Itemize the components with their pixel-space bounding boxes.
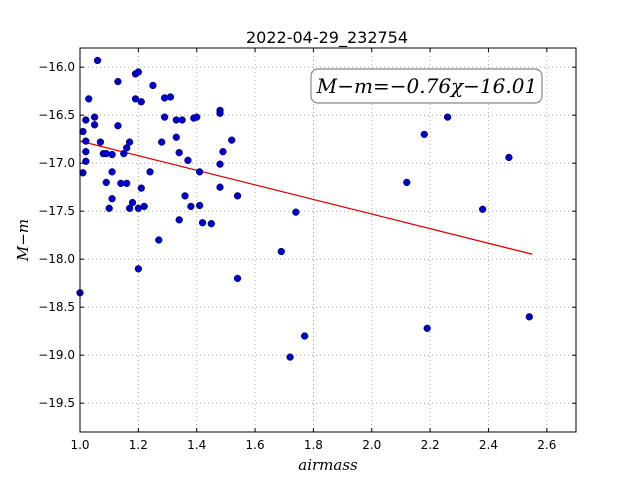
data-point bbox=[216, 183, 224, 191]
x-tick-label: 2.0 bbox=[362, 438, 381, 452]
data-point bbox=[187, 202, 195, 211]
data-point bbox=[137, 184, 145, 192]
data-point bbox=[195, 168, 204, 176]
data-point bbox=[478, 205, 487, 213]
x-tick-label: 1.4 bbox=[187, 438, 206, 452]
data-point bbox=[96, 138, 105, 146]
annotation-box bbox=[310, 68, 543, 104]
data-point bbox=[301, 332, 309, 340]
data-point bbox=[193, 113, 201, 121]
data-point bbox=[181, 192, 189, 200]
plot-frame bbox=[79, 47, 577, 433]
data-point bbox=[108, 168, 116, 176]
data-point bbox=[216, 109, 224, 117]
data-point bbox=[443, 113, 452, 121]
fit-line-group bbox=[79, 140, 533, 255]
data-point bbox=[166, 93, 175, 101]
data-point bbox=[207, 220, 215, 228]
data-point bbox=[403, 178, 411, 187]
data-point bbox=[90, 113, 99, 121]
data-point bbox=[125, 204, 134, 212]
data-point bbox=[155, 236, 163, 244]
data-point bbox=[228, 136, 236, 144]
y-tick-label: −19.0 bbox=[38, 348, 75, 362]
x-tick-label: 1.0 bbox=[70, 438, 89, 452]
data-point bbox=[233, 192, 242, 200]
data-point bbox=[82, 116, 90, 124]
data-point bbox=[140, 202, 148, 211]
data-point bbox=[93, 56, 102, 65]
data-point bbox=[90, 121, 99, 129]
data-point bbox=[123, 179, 131, 188]
x-axis-label: airmass bbox=[298, 456, 358, 474]
y-tick-label: −17.0 bbox=[38, 156, 75, 170]
data-point bbox=[114, 122, 122, 130]
data-point bbox=[172, 133, 180, 141]
data-point bbox=[120, 149, 128, 158]
x-tick-label: 2.4 bbox=[479, 438, 498, 452]
data-point bbox=[219, 148, 227, 156]
x-tick-label: 1.6 bbox=[246, 438, 265, 452]
data-point bbox=[128, 198, 137, 207]
y-tick-label: −18.5 bbox=[38, 300, 75, 314]
data-point bbox=[195, 201, 204, 210]
data-point bbox=[198, 219, 207, 227]
x-tick-label: 1.2 bbox=[129, 438, 148, 452]
axis-ticks: 1.0 1.2 1.4 1.6 1.8 2.0 2.2 2.4 2.6 −16.0 −16.5 −17… bbox=[38, 48, 576, 452]
fit-annotation: M−m=−0.76χ−16.01 bbox=[310, 68, 543, 104]
x-tick-label: 1.8 bbox=[304, 438, 323, 452]
data-point bbox=[82, 137, 90, 145]
data-point bbox=[108, 150, 116, 159]
y-tick-label: −16.0 bbox=[38, 60, 75, 74]
y-tick-label: −17.5 bbox=[38, 204, 75, 218]
y-tick-label: −16.5 bbox=[38, 108, 75, 122]
data-point bbox=[175, 148, 183, 157]
data-point bbox=[286, 353, 294, 361]
data-point bbox=[423, 324, 431, 332]
chart-title: 2022-04-29_232754 bbox=[246, 28, 408, 48]
fit-line bbox=[79, 140, 533, 255]
data-point bbox=[420, 130, 428, 139]
y-tick-label: −18.0 bbox=[38, 252, 75, 266]
data-point bbox=[79, 127, 87, 136]
data-point bbox=[79, 169, 87, 177]
data-point bbox=[131, 95, 140, 103]
data-point bbox=[137, 98, 145, 106]
annotation-text: M−m=−0.76χ−16.01 bbox=[316, 74, 537, 98]
y-axis-label: M−m bbox=[14, 219, 32, 262]
data-point bbox=[277, 247, 285, 256]
data-point bbox=[216, 160, 224, 168]
data-point bbox=[125, 138, 134, 146]
x-tick-label: 2.6 bbox=[537, 438, 556, 452]
data-point bbox=[233, 274, 242, 283]
data-point bbox=[146, 168, 154, 176]
data-point bbox=[178, 116, 186, 124]
data-point bbox=[85, 95, 93, 103]
data-point bbox=[102, 178, 110, 187]
data-point bbox=[114, 77, 122, 86]
grid bbox=[79, 48, 576, 432]
data-points bbox=[76, 56, 533, 361]
data-point bbox=[175, 216, 183, 224]
y-tick-label: −19.5 bbox=[38, 396, 75, 410]
data-point bbox=[105, 204, 113, 212]
data-point bbox=[184, 156, 192, 164]
data-point bbox=[525, 313, 533, 321]
data-point bbox=[160, 113, 169, 121]
data-point bbox=[108, 195, 116, 203]
data-point bbox=[134, 265, 143, 273]
data-point bbox=[82, 148, 90, 156]
data-point bbox=[149, 81, 157, 90]
data-point bbox=[123, 144, 131, 152]
data-point bbox=[158, 138, 166, 146]
data-point bbox=[134, 68, 143, 76]
data-point bbox=[505, 153, 513, 162]
x-tick-label: 2.2 bbox=[421, 438, 440, 452]
data-point bbox=[292, 208, 300, 216]
data-point bbox=[82, 157, 90, 165]
